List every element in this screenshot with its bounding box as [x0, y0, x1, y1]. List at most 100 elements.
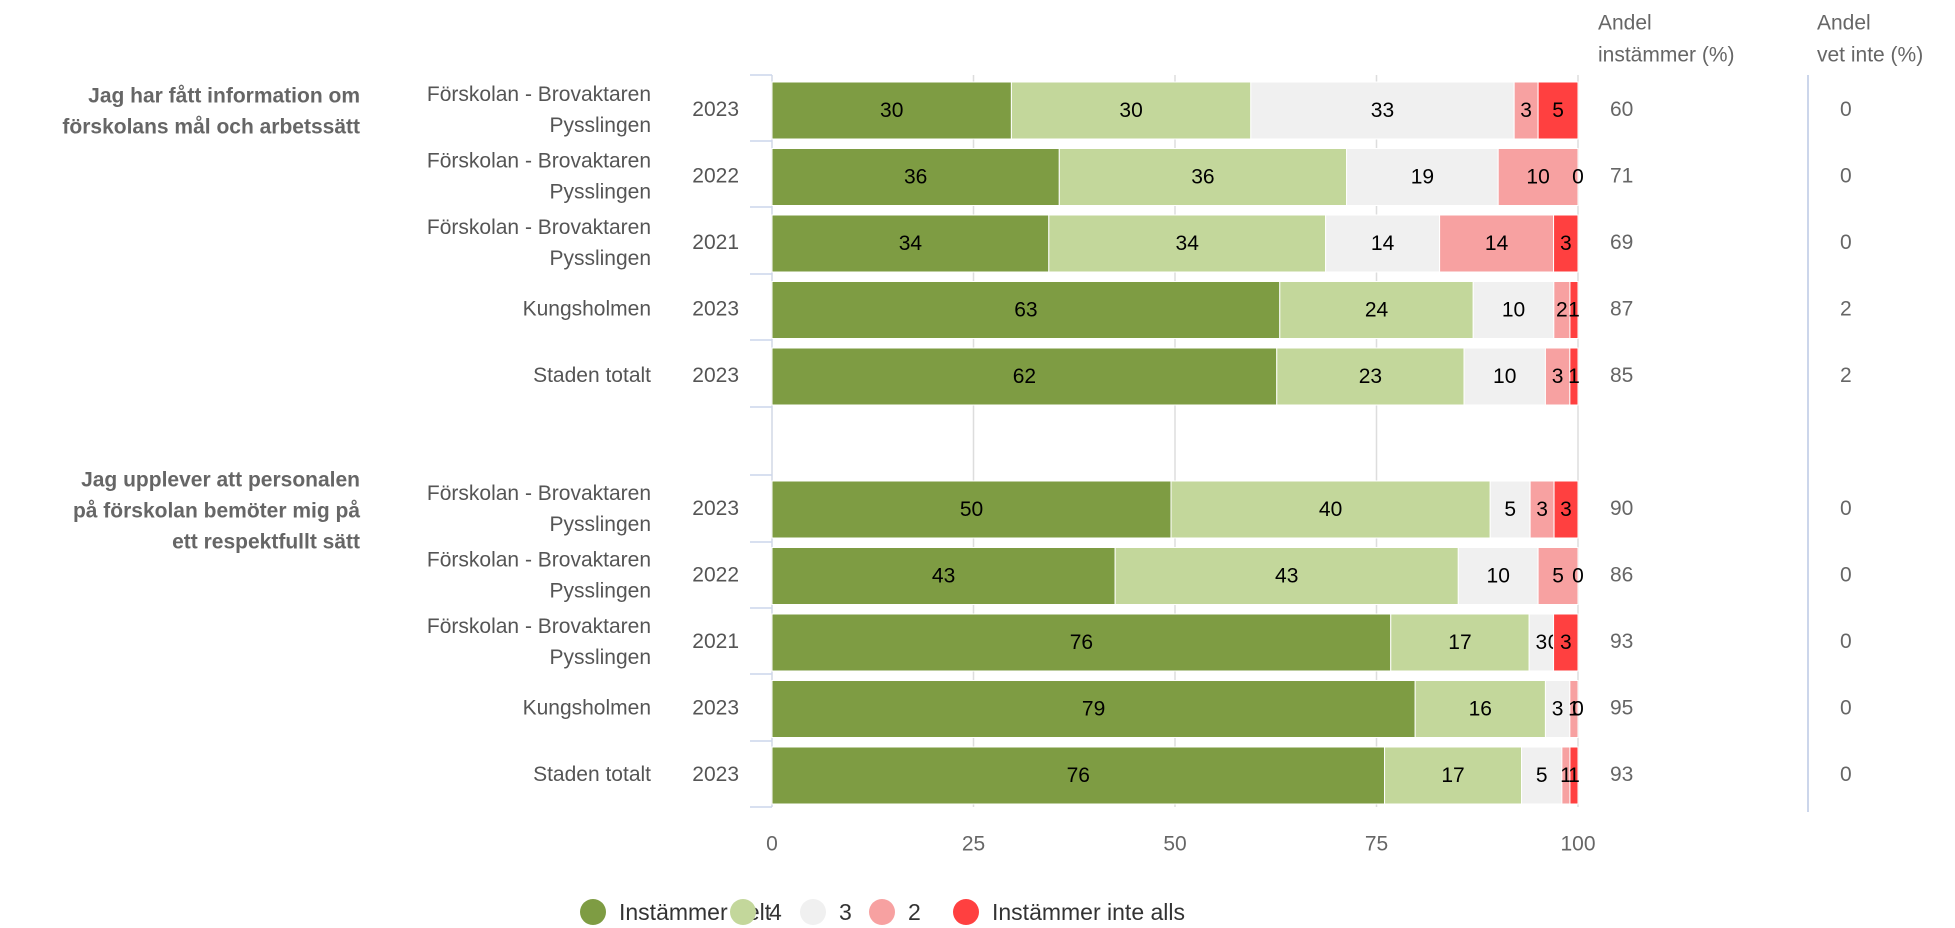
data-label: 30 — [880, 99, 903, 122]
data-label: 5 — [1504, 498, 1516, 521]
data-label: 5 — [1552, 99, 1564, 122]
bar-segment — [1439, 214, 1555, 273]
data-label: 50 — [960, 498, 983, 521]
data-label: 40 — [1319, 498, 1342, 521]
share-agree-value: 60 — [1610, 98, 1633, 121]
bar-segment — [1544, 347, 1571, 406]
unit-label: Förskolan - Brovaktaren — [427, 549, 651, 572]
question-label: på förskolan bemöter mig på — [73, 500, 360, 523]
bar-segment — [1569, 680, 1579, 738]
data-label: 3 — [1560, 631, 1572, 654]
bar-segment — [1279, 281, 1474, 339]
legend-marker — [580, 899, 606, 925]
data-label: 1 — [1568, 365, 1580, 388]
data-label: 63 — [1014, 299, 1037, 322]
bar-segment — [771, 347, 1278, 406]
unit-label: Pysslingen — [549, 646, 651, 669]
bar-segment — [1569, 347, 1579, 406]
year-label: 2023 — [692, 497, 739, 520]
unit-label: Pysslingen — [549, 580, 651, 603]
share-agree-value: 71 — [1610, 165, 1633, 188]
unit-label: Förskolan - Brovaktaren — [427, 83, 651, 106]
data-label: 3 — [1536, 498, 1548, 521]
data-label: 10 — [1487, 565, 1510, 588]
data-label: 24 — [1365, 299, 1389, 322]
question-label: Jag upplever att personalen — [81, 469, 360, 492]
share-dont-know-value: 2 — [1840, 364, 1852, 387]
data-label: 3 — [1536, 631, 1548, 654]
data-label: 14 — [1371, 232, 1395, 255]
year-label: 2023 — [692, 364, 739, 387]
bar-segment — [1384, 746, 1523, 805]
share-agree-value: 85 — [1610, 364, 1633, 387]
share-dont-know-value: 0 — [1840, 564, 1852, 587]
x-tick-label: 25 — [962, 833, 985, 856]
bar-segment — [771, 547, 1116, 605]
legend-item-label: 3 — [839, 899, 852, 925]
legend-item-label: Instämmer inte alls — [992, 899, 1185, 925]
unit-label: Pysslingen — [549, 513, 651, 536]
year-label: 2023 — [692, 298, 739, 321]
data-label: 43 — [932, 565, 955, 588]
unit-label: Staden totalt — [533, 364, 651, 387]
bar-segment — [1569, 746, 1579, 805]
data-label: 1 — [1568, 299, 1580, 322]
data-label: 3 — [1552, 365, 1564, 388]
bar-segment — [1250, 81, 1515, 140]
share-dont-know-value: 0 — [1840, 98, 1852, 121]
legend-marker — [869, 899, 895, 925]
bar-segment — [1521, 746, 1563, 805]
share-dont-know-value: 0 — [1840, 697, 1852, 720]
bar-segment — [1553, 214, 1579, 273]
year-label: 2022 — [692, 165, 739, 188]
bar-segment — [1553, 613, 1579, 672]
data-label: 76 — [1067, 764, 1090, 787]
data-label: 2 — [1556, 299, 1568, 322]
unit-label: Staden totalt — [533, 763, 651, 786]
year-label: 2023 — [692, 763, 739, 786]
bar-segment — [771, 148, 1060, 206]
share-dont-know-value: 0 — [1840, 231, 1852, 254]
bar-segment — [771, 613, 1392, 672]
question-label: förskolans mål och arbetssätt — [62, 116, 360, 139]
data-label: 5 — [1536, 764, 1548, 787]
data-label: 76 — [1070, 631, 1093, 654]
bar-segment — [1544, 680, 1571, 738]
unit-label: Förskolan - Brovaktaren — [427, 615, 651, 638]
header-share-agree: instämmer (%) — [1598, 44, 1735, 67]
bar-segment — [1489, 480, 1531, 539]
question-label: ett respektfullt sätt — [172, 531, 360, 554]
share-dont-know-value: 0 — [1840, 165, 1852, 188]
bar-segment — [1325, 214, 1441, 273]
data-label: 1 — [1568, 698, 1580, 721]
unit-label: Förskolan - Brovaktaren — [427, 216, 651, 239]
unit-label: Pysslingen — [549, 247, 651, 270]
data-label: 17 — [1448, 631, 1471, 654]
data-label: 5 — [1552, 565, 1564, 588]
bar-segment — [1553, 480, 1579, 539]
data-label: 36 — [904, 166, 927, 189]
data-label: 79 — [1082, 698, 1105, 721]
data-label: 3 — [1560, 498, 1572, 521]
legend-item-label: 2 — [908, 899, 921, 925]
data-label: 3 — [1560, 232, 1572, 255]
bar-segment — [1537, 547, 1579, 605]
share-dont-know-value: 0 — [1840, 763, 1852, 786]
bar-segment — [1058, 148, 1348, 206]
bar-segment — [1048, 214, 1327, 273]
data-label: 34 — [1176, 232, 1200, 255]
bar-segment — [1346, 148, 1499, 206]
unit-label: Kungsholmen — [523, 697, 651, 720]
bar-segment — [1010, 81, 1252, 140]
data-label: 10 — [1526, 166, 1549, 189]
data-label: 1 — [1568, 764, 1580, 787]
share-agree-value: 95 — [1610, 697, 1633, 720]
unit-label: Pysslingen — [549, 114, 651, 137]
unit-label: Förskolan - Brovaktaren — [427, 482, 651, 505]
bar-segment — [771, 480, 1172, 539]
bar-segment — [1472, 281, 1555, 339]
legend-marker — [953, 899, 979, 925]
share-agree-value: 69 — [1610, 231, 1633, 254]
year-label: 2023 — [692, 697, 739, 720]
year-label: 2023 — [692, 98, 739, 121]
